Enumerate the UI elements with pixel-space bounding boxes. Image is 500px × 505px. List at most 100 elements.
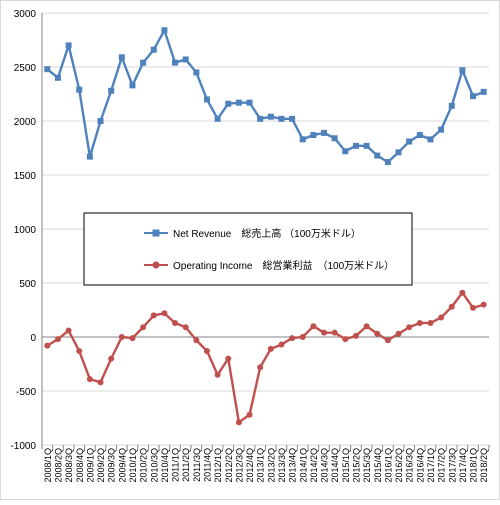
data-point-operating-income: [384, 337, 391, 344]
x-tick-label: 2013/3Q: [277, 448, 287, 483]
data-point-net-revenue: [225, 100, 232, 107]
x-tick-label: 2008/4Q: [75, 448, 85, 483]
data-point-operating-income: [363, 323, 370, 330]
legend-label-net-revenue: Net Revenue 総売上高 （100万米ドル）: [173, 227, 361, 240]
data-point-operating-income: [118, 334, 125, 340]
x-tick-label: 2010/3Q: [149, 448, 159, 483]
data-point-operating-income: [44, 342, 51, 349]
y-tick-label: 500: [19, 279, 36, 290]
data-point-operating-income: [470, 304, 477, 311]
x-tick-label: 2018/1Q: [469, 448, 479, 483]
x-tick-label: 2016/2Q: [394, 448, 404, 483]
legend-box: [83, 212, 413, 286]
data-point-operating-income: [267, 345, 274, 352]
data-point-operating-income: [97, 379, 104, 386]
data-point-operating-income: [108, 355, 115, 362]
x-tick-label: 2009/1Q: [85, 448, 95, 483]
data-point-net-revenue: [363, 142, 370, 149]
data-point-operating-income: [182, 324, 189, 331]
data-point-operating-income: [172, 319, 179, 326]
data-point-net-revenue: [352, 142, 359, 149]
data-point-net-revenue: [246, 99, 253, 106]
data-point-net-revenue: [416, 132, 423, 139]
data-point-net-revenue: [384, 159, 391, 166]
data-point-operating-income: [225, 355, 232, 362]
data-point-net-revenue: [97, 118, 104, 124]
legend-item-operating-income: Operating Income 総営業利益 （100万米ドル）: [144, 259, 394, 272]
data-point-net-revenue: [342, 148, 349, 155]
x-tick-label: 2011/4Q: [202, 448, 212, 482]
data-point-net-revenue: [54, 74, 61, 81]
data-point-operating-income: [352, 332, 359, 339]
x-tick-label: 2016/3Q: [405, 448, 415, 483]
data-point-net-revenue: [140, 59, 147, 66]
y-tick-label: 0: [30, 333, 36, 344]
y-tick-label: 1000: [14, 225, 37, 236]
series-group: [44, 27, 487, 426]
x-tick-label: 2011/1Q: [171, 448, 181, 482]
x-tick-label: 2017/2Q: [437, 448, 447, 483]
x-tick-label: 2009/3Q: [107, 448, 117, 483]
x-tick-label: 2015/3Q: [362, 448, 372, 483]
x-tick-label: 2010/1Q: [128, 448, 138, 483]
y-tick-label: 3000: [14, 9, 37, 20]
x-tick-label: 2010/4Q: [160, 448, 170, 483]
x-tick-label: 2014/4Q: [330, 448, 340, 483]
data-point-operating-income: [416, 319, 423, 326]
x-tick-label: 2017/4Q: [458, 448, 468, 483]
axes: -1000 -500 0 500 1000 1500 2000 2500 3000 2008/1Q…: [10, 9, 490, 483]
data-point-operating-income: [86, 376, 93, 383]
data-point-operating-income: [161, 310, 168, 317]
data-point-operating-income: [278, 341, 285, 348]
data-point-operating-income: [406, 324, 413, 331]
data-point-operating-income: [459, 289, 466, 296]
data-point-operating-income: [257, 364, 264, 371]
data-point-operating-income: [448, 303, 455, 310]
data-point-net-revenue: [86, 153, 93, 160]
data-point-net-revenue: [44, 66, 51, 73]
x-tick-label: 2009/4Q: [117, 448, 127, 483]
data-point-net-revenue: [182, 56, 189, 63]
x-tick-label: 2009/2Q: [96, 448, 106, 483]
data-point-net-revenue: [480, 88, 487, 95]
data-point-operating-income: [246, 411, 253, 418]
data-point-net-revenue: [172, 59, 179, 66]
x-tick-label: 2010/2Q: [139, 448, 149, 483]
data-point-operating-income: [65, 327, 72, 334]
data-point-operating-income: [140, 324, 147, 331]
data-point-net-revenue: [310, 132, 317, 139]
data-point-net-revenue: [321, 129, 328, 136]
data-point-net-revenue: [395, 149, 402, 156]
data-point-operating-income: [321, 329, 328, 336]
data-point-net-revenue: [438, 126, 445, 133]
data-point-net-revenue: [289, 115, 296, 122]
data-point-net-revenue: [118, 54, 125, 61]
x-tick-label: 2012/4Q: [245, 448, 255, 483]
legend-item-net-revenue: Net Revenue 総売上高 （100万米ドル）: [144, 227, 361, 240]
legend-label-operating-income: Operating Income 総営業利益 （100万米ドル）: [173, 259, 394, 272]
x-tick-label: 2017/1Q: [426, 448, 436, 483]
legend-marker-operating-income: [152, 261, 160, 269]
data-point-operating-income: [374, 330, 381, 337]
data-point-operating-income: [214, 371, 221, 378]
data-point-operating-income: [289, 335, 296, 342]
data-point-operating-income: [342, 336, 349, 343]
data-point-net-revenue: [427, 136, 434, 143]
x-tick-label: 2012/2Q: [224, 448, 234, 483]
y-tick-label: -1000: [10, 441, 36, 452]
data-point-net-revenue: [150, 46, 157, 53]
data-point-net-revenue: [299, 136, 306, 143]
data-point-net-revenue: [108, 87, 115, 94]
x-tick-label: 2012/3Q: [234, 448, 244, 483]
y-tick-label: 2000: [14, 117, 37, 128]
data-point-net-revenue: [235, 99, 242, 106]
x-tick-label: 2014/3Q: [320, 448, 330, 483]
x-tick-label: 2016/4Q: [415, 448, 425, 483]
data-point-net-revenue: [76, 86, 83, 93]
data-point-net-revenue: [65, 42, 72, 49]
data-point-net-revenue: [257, 115, 264, 122]
data-point-net-revenue: [278, 115, 285, 122]
data-point-operating-income: [438, 314, 445, 321]
